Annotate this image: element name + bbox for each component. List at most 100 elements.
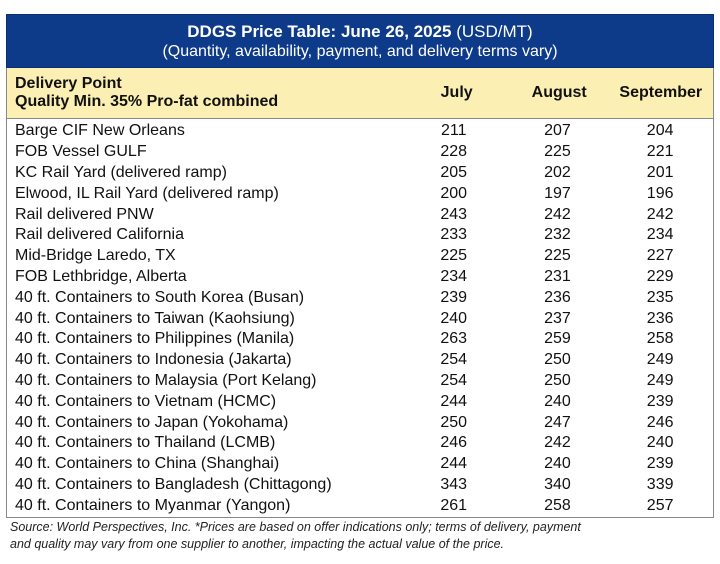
cell-september: 257 — [646, 496, 674, 514]
cell-delivery-point: 40 ft. Containers to Philippines (Manila… — [15, 330, 295, 348]
cell-august: 197 — [544, 184, 571, 202]
cell-delivery-point: Rail delivered PNW — [15, 205, 154, 223]
cell-august: 250 — [544, 371, 571, 389]
table-row: 40 ft. Containers to Thailand (LCMB) 246 2… — [7, 433, 713, 454]
cell-august: 232 — [544, 226, 571, 244]
cell-july: 225 — [440, 247, 468, 265]
cell-delivery-point: Mid-Bridge Laredo, TX — [15, 247, 176, 265]
cell-july: 246 — [440, 434, 468, 452]
cell-delivery-point: 40 ft. Containers to China (Shanghai) — [15, 455, 280, 473]
cell-august: 202 — [544, 163, 571, 181]
table-title-bold: DDGS Price Table: June 26, 2025 — [187, 22, 452, 41]
cell-delivery-point: FOB Lethbridge, Alberta — [15, 267, 187, 285]
cell-delivery-point: 40 ft. Containers to Vietnam (HCMC) — [15, 392, 277, 410]
table-row: FOB Lethbridge, Alberta 234 231 229 — [7, 267, 713, 288]
cell-august: 240 — [544, 455, 571, 473]
footnote-line1: Source: World Perspectives, Inc. *Prices… — [10, 520, 581, 535]
table-title-unit: (USD/MT) — [451, 22, 533, 41]
cell-july: 211 — [440, 122, 467, 140]
cell-delivery-point: Barge CIF New Orleans — [15, 122, 185, 140]
table-row: Barge CIF New Orleans 211 207 204 — [7, 121, 713, 142]
cell-july: 228 — [440, 143, 468, 161]
table-row: 40 ft. Containers to Malaysia (Port Kela… — [7, 371, 713, 392]
cell-july: 243 — [440, 205, 468, 223]
header-july: July — [440, 84, 473, 101]
cell-july: 233 — [440, 226, 468, 244]
cell-august: 259 — [544, 330, 571, 348]
cell-delivery-point: 40 ft. Containers to Malaysia (Port Kela… — [15, 371, 317, 389]
cell-delivery-point: 40 ft. Containers to Thailand (LCMB) — [15, 434, 276, 452]
cell-august: 231 — [544, 267, 571, 285]
source-footnote: Source: World Perspectives, Inc. *Prices… — [6, 518, 714, 553]
cell-delivery-point: 40 ft. Containers to South Korea (Busan) — [15, 288, 305, 306]
cell-september: 235 — [646, 288, 674, 306]
cell-september: 236 — [646, 309, 674, 327]
header-september: September — [619, 84, 703, 101]
cell-delivery-point: 40 ft. Containers to Bangladesh (Chittag… — [15, 475, 332, 493]
cell-august: 242 — [544, 205, 571, 223]
cell-september: 239 — [646, 455, 674, 473]
table-row: 40 ft. Containers to China (Shanghai) 244… — [7, 454, 713, 475]
table-subtitle: (Quantity, availability, payment, and de… — [162, 43, 558, 60]
cell-august: 240 — [544, 392, 571, 410]
cell-september: 201 — [646, 163, 674, 181]
header-line1: Delivery Point — [15, 75, 122, 92]
cell-delivery-point: 40 ft. Containers to Japan (Yokohama) — [15, 413, 289, 431]
cell-september: 196 — [646, 184, 674, 202]
cell-delivery-point: 40 ft. Containers to Indonesia (Jakarta) — [15, 351, 292, 369]
cell-august: 242 — [544, 434, 571, 452]
table-row: Elwood, IL Rail Yard (delivered ramp) 200… — [7, 183, 713, 204]
table-row: KC Rail Yard (delivered ramp) 205 202 201 — [7, 163, 713, 184]
table-header-row: Delivery Point Quality Min. 35% Pro-fat … — [6, 68, 714, 118]
cell-delivery-point: KC Rail Yard (delivered ramp) — [15, 163, 227, 181]
table-row: 40 ft. Containers to Taiwan (Kaohsiung) 2… — [7, 308, 713, 329]
cell-july: 343 — [440, 475, 468, 493]
cell-august: 207 — [544, 122, 571, 140]
table-row: Mid-Bridge Laredo, TX 225 225 227 — [7, 246, 713, 267]
cell-delivery-point: 40 ft. Containers to Taiwan (Kaohsiung) — [15, 309, 295, 327]
table-row: 40 ft. Containers to Indonesia (Jakarta)… — [7, 350, 713, 371]
table-row: FOB Vessel GULF 228 225 221 — [7, 142, 713, 163]
cell-delivery-point: FOB Vessel GULF — [15, 143, 147, 161]
header-line2: Quality Min. 35% Pro-fat combined — [15, 93, 279, 110]
cell-september: 339 — [646, 475, 674, 493]
header-delivery-point: Delivery Point Quality Min. 35% Pro-fat … — [7, 75, 403, 111]
table-row: 40 ft. Containers to Japan (Yokohama) 250… — [7, 412, 713, 433]
cell-september: 240 — [646, 434, 674, 452]
cell-september: 246 — [646, 413, 674, 431]
cell-september: 204 — [646, 122, 674, 140]
cell-july: 254 — [440, 371, 468, 389]
cell-august: 247 — [544, 413, 571, 431]
cell-august: 225 — [544, 247, 571, 265]
cell-july: 244 — [440, 392, 468, 410]
cell-august: 225 — [544, 143, 571, 161]
table-title-banner: DDGS Price Table: June 26, 2025 (USD/MT)… — [6, 14, 714, 68]
cell-july: 263 — [440, 330, 468, 348]
cell-july: 244 — [440, 455, 468, 473]
footnote-line2: and quality may vary from one supplier t… — [10, 537, 505, 552]
cell-september: 229 — [646, 267, 674, 285]
cell-september: 249 — [646, 371, 674, 389]
cell-delivery-point: 40 ft. Containers to Myanmar (Yangon) — [15, 496, 291, 514]
cell-august: 340 — [544, 475, 571, 493]
cell-september: 227 — [646, 247, 674, 265]
table-row: 40 ft. Containers to Bangladesh (Chittag… — [7, 475, 713, 496]
cell-august: 237 — [544, 309, 571, 327]
cell-august: 250 — [544, 351, 571, 369]
cell-july: 239 — [440, 288, 468, 306]
table-row: Rail delivered California 233 232 234 — [7, 225, 713, 246]
cell-july: 250 — [440, 413, 468, 431]
cell-july: 234 — [440, 267, 468, 285]
cell-july: 254 — [440, 351, 468, 369]
table-title: DDGS Price Table: June 26, 2025 (USD/MT) — [7, 21, 713, 42]
table-body: Barge CIF New Orleans 211 207 204 FOB Vessel… — [6, 118, 714, 519]
table-row: Rail delivered PNW 243 242 242 — [7, 204, 713, 225]
cell-july: 205 — [440, 163, 468, 181]
table-row: 40 ft. Containers to Philippines (Manila… — [7, 329, 713, 350]
cell-delivery-point: Elwood, IL Rail Yard (delivered ramp) — [15, 184, 279, 202]
price-table: DDGS Price Table: June 26, 2025 (USD/MT)… — [6, 14, 714, 553]
table-row: 40 ft. Containers to Vietnam (HCMC) 244 24… — [7, 391, 713, 412]
cell-september: 242 — [646, 205, 674, 223]
table-row: 40 ft. Containers to South Korea (Busan)… — [7, 287, 713, 308]
cell-july: 261 — [440, 496, 468, 514]
